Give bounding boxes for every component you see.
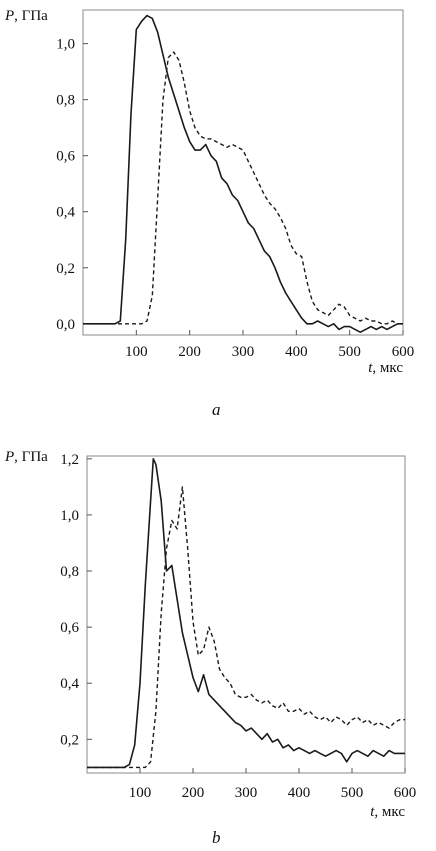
plot-frame	[82, 9, 404, 336]
x-tick-label: 100	[129, 785, 152, 801]
x-tick-label: 400	[288, 785, 311, 801]
x-tick-label: 600	[394, 785, 417, 801]
x-tick-label: 500	[338, 344, 361, 360]
series-line-solid	[83, 14, 403, 334]
y-tick-label: 1,0	[60, 508, 79, 524]
series-line-dashed	[87, 486, 405, 769]
caption-a: a	[212, 400, 221, 419]
y-tick-label: 0,2	[60, 732, 79, 748]
y-tick-label: 0,6	[56, 149, 75, 165]
y-tick-label: 1,0	[56, 37, 75, 53]
y-tick-label: 0,4	[60, 676, 79, 692]
x-tick-label: 200	[178, 344, 201, 360]
y-tick-label: 0,4	[56, 205, 75, 221]
x-tick-label: 400	[285, 344, 308, 360]
y-tick-label: 0,2	[56, 261, 75, 277]
y-tick-label: 1,2	[60, 452, 79, 468]
x-tick-label: 200	[182, 785, 205, 801]
y-axis-label: P, ГПа	[4, 8, 48, 24]
x-tick-label: 300	[232, 344, 255, 360]
y-tick-label: 0,8	[60, 564, 79, 580]
series-line-dashed	[83, 51, 403, 325]
y-tick-label: 0,6	[60, 620, 79, 636]
y-tick-label: 0,8	[56, 93, 75, 109]
series-line-solid	[87, 457, 405, 769]
x-tick-label: 500	[341, 785, 364, 801]
x-tick-label: 100	[125, 344, 148, 360]
chart-b: 0,2 0,4 0,6 0,8 1,0 1,2 100 200 300 400 500 600 P, Г…	[4, 449, 417, 820]
y-axis-label: P, ГПа	[4, 449, 48, 465]
x-tick-label: 600	[392, 344, 415, 360]
y-tick-label: 0,0	[56, 317, 75, 333]
x-axis-label: t, мкс	[370, 804, 405, 820]
x-tick-label: 300	[235, 785, 258, 801]
chart-a: 0,0 0,2 0,4 0,6 0,8 1,0 100 200 300 400 500 600 P, Г…	[4, 8, 415, 376]
plot-frame	[86, 455, 406, 774]
caption-b: b	[212, 828, 221, 847]
x-axis-label: t, мкс	[368, 360, 403, 376]
